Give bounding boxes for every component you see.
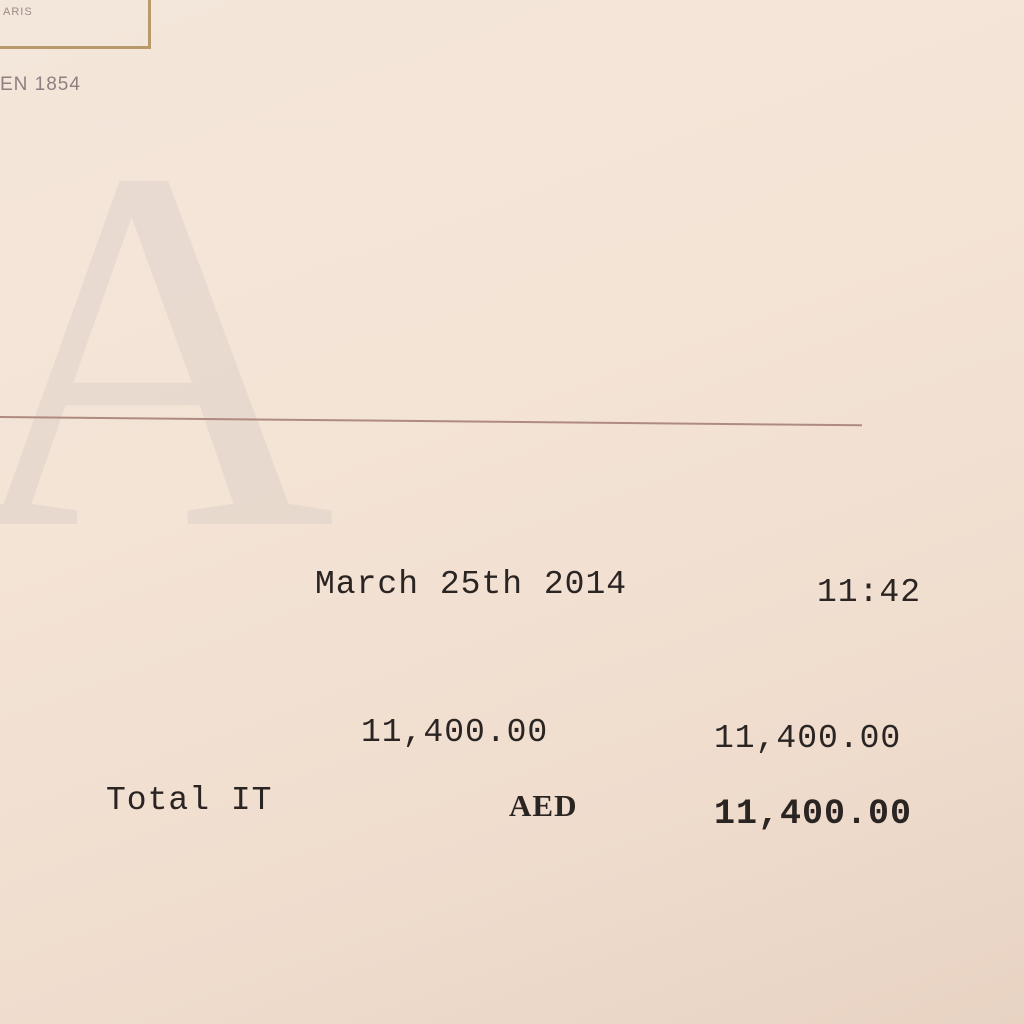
watermark-letter: A [0, 62, 336, 637]
total-label: Total IT [106, 782, 273, 819]
receipt-time: 11:42 [817, 574, 922, 611]
line-amount: 11,400.00 [361, 714, 549, 751]
logo: ARIS [0, 0, 151, 49]
line-total: 11,400.00 [714, 720, 902, 757]
established-text: EN 1854 [0, 74, 81, 95]
logo-subtext: ARIS [3, 6, 33, 18]
receipt-date: March 25th 2014 [315, 566, 628, 603]
currency: AED [509, 788, 578, 823]
total-amount: 11,400.00 [714, 794, 913, 834]
